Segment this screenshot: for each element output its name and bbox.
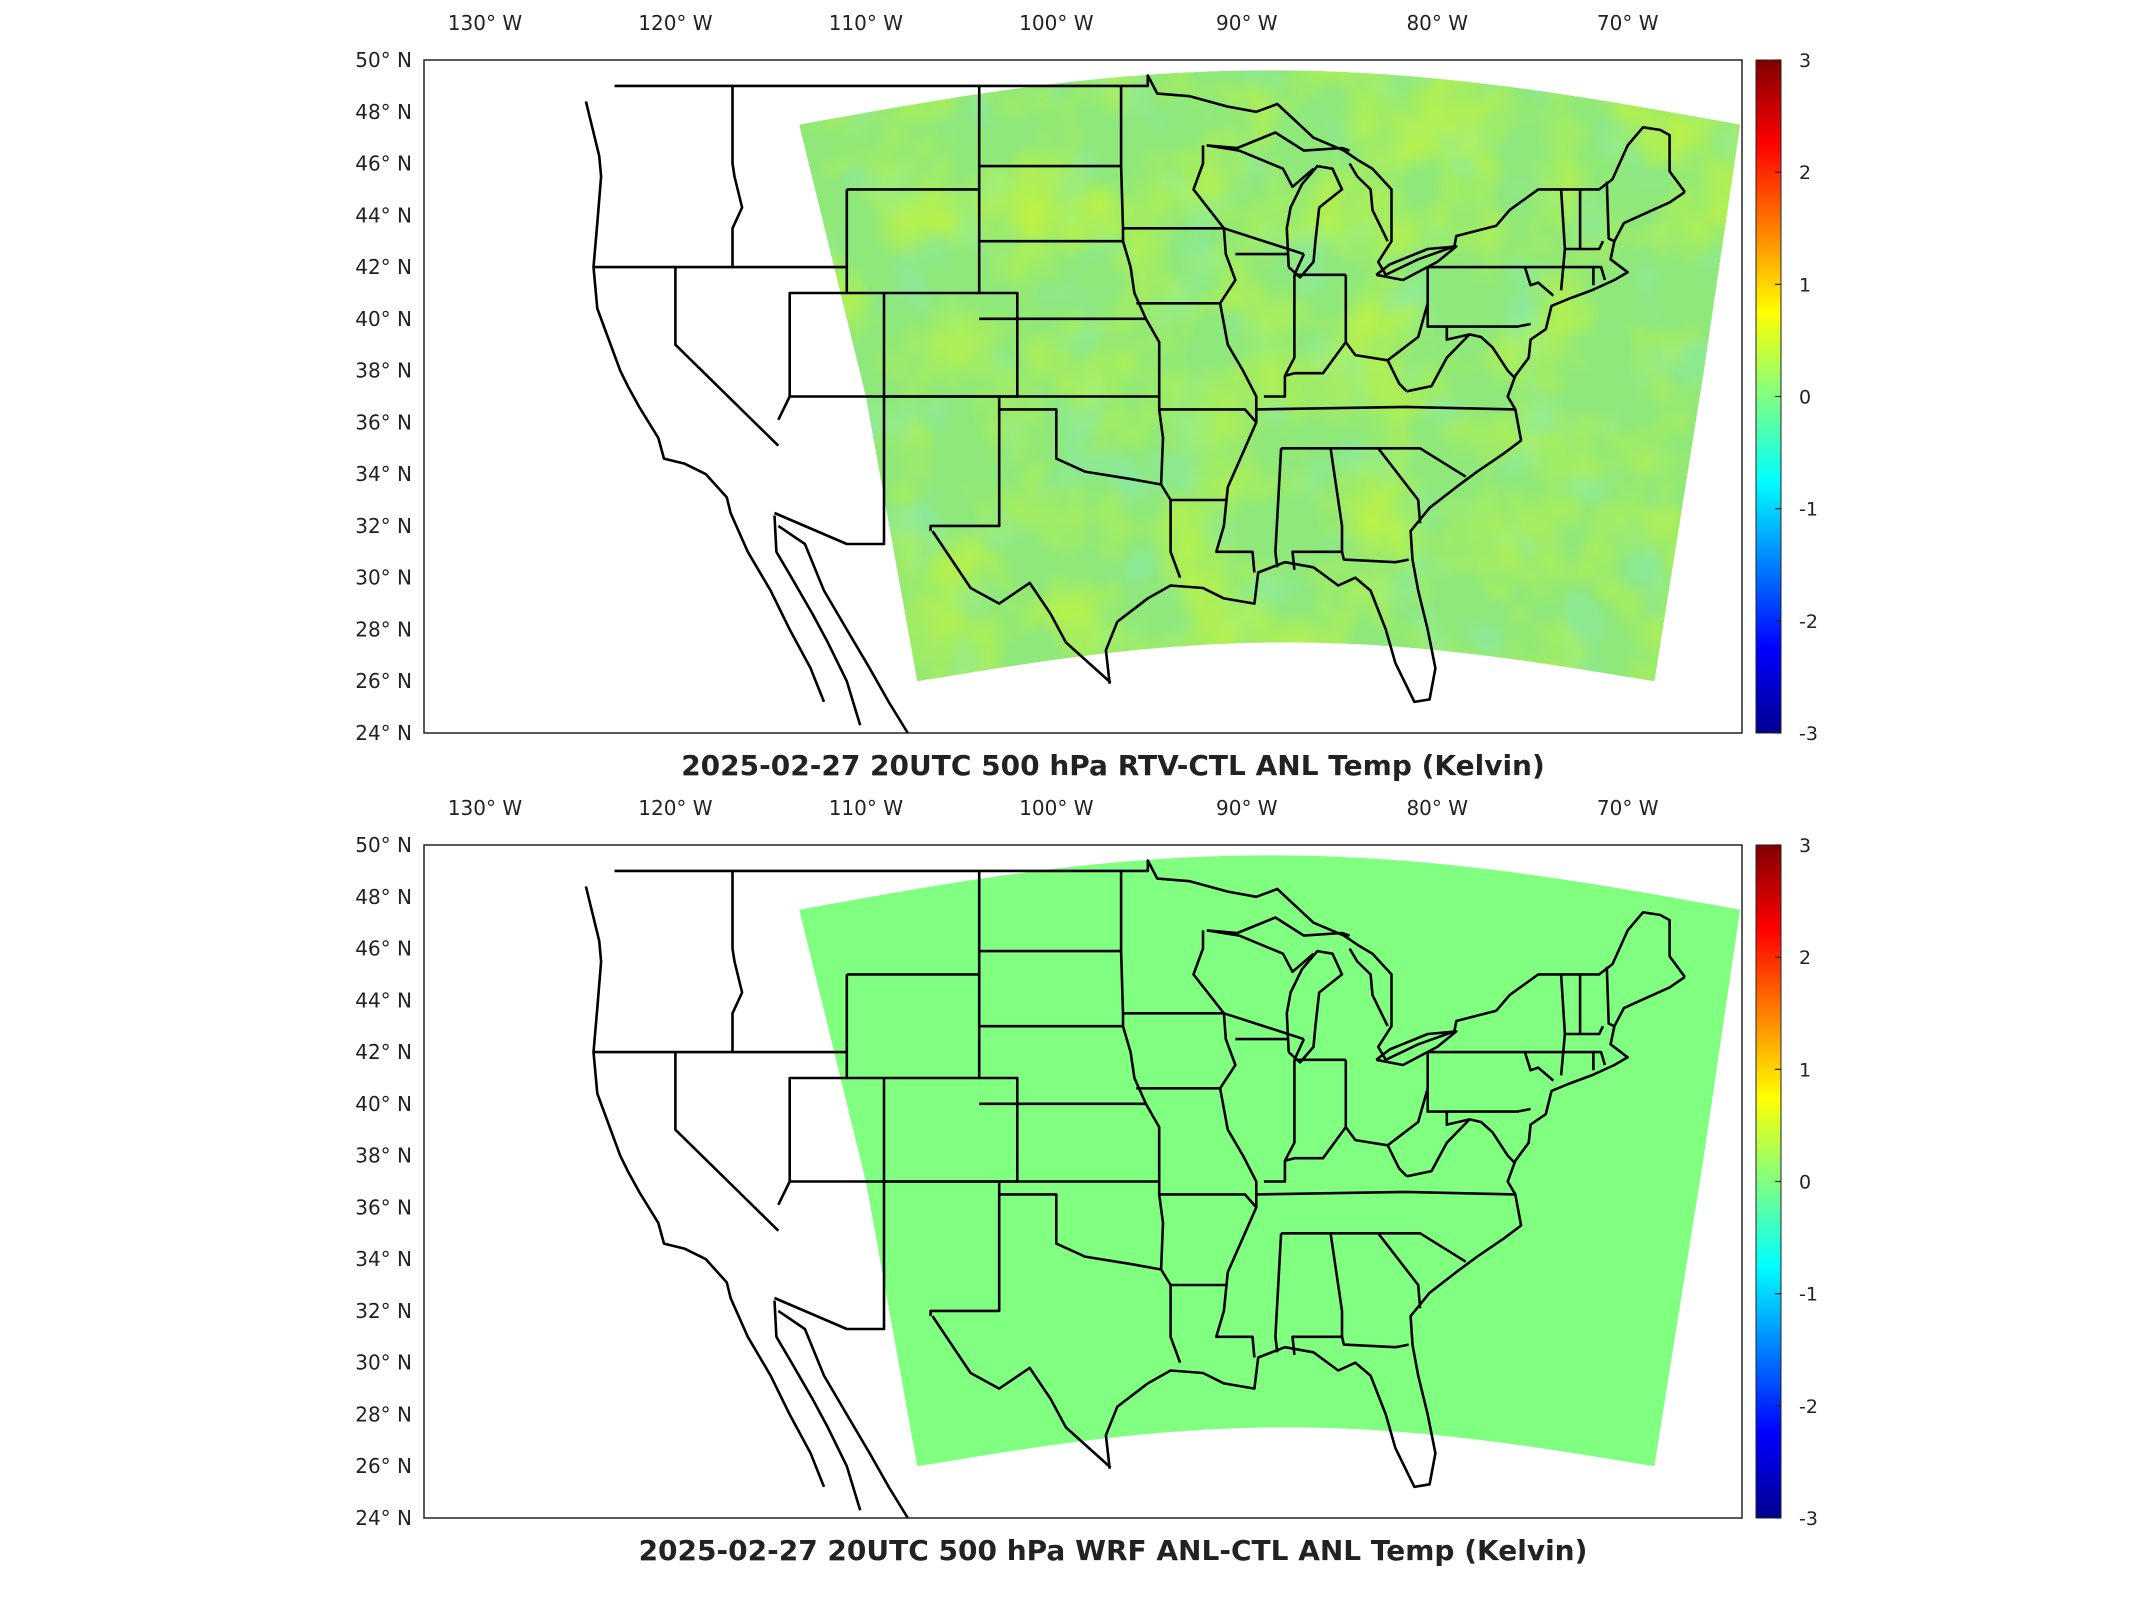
lat-tick-label: 30° N	[355, 566, 412, 590]
colorbar-tick-label: -2	[1799, 611, 1818, 633]
lat-tick-label: 24° N	[355, 721, 412, 745]
lat-tick-label: 34° N	[355, 1247, 412, 1271]
colorbar-tick-label: 3	[1799, 50, 1811, 72]
lat-tick-label: 40° N	[355, 307, 412, 331]
lat-tick-label: 28° N	[355, 617, 412, 641]
colorbar-tick-label: 1	[1799, 274, 1811, 296]
lon-tick-label: 100° W	[1019, 11, 1094, 35]
lat-tick-label: 44° N	[355, 988, 412, 1012]
map-panel-wrf-anl-ctl: 130° W 120° W 110° W 100° W 90° W 80° W 70° W 5…	[355, 796, 1818, 1567]
lon-tick-label: 100° W	[1019, 796, 1094, 820]
lat-tick-label: 30° N	[355, 1351, 412, 1375]
lon-tick-label: 130° W	[448, 11, 523, 35]
lat-tick-label: 46° N	[355, 937, 412, 961]
lat-tick-label: 28° N	[355, 1402, 412, 1426]
map-frame	[423, 59, 1743, 734]
lon-tick-label: 110° W	[829, 796, 904, 820]
lat-tick-label: 48° N	[355, 885, 412, 909]
cool-anomaly-shading	[799, 70, 1741, 682]
colorbar-tick-label: 2	[1799, 947, 1811, 969]
colorbar-tick-label: 0	[1799, 387, 1811, 409]
lat-tick-label: 36° N	[355, 410, 412, 434]
lat-tick-label: 48° N	[355, 100, 412, 124]
colorbar-tick-label: -3	[1799, 1508, 1818, 1530]
lat-tick-label: 32° N	[355, 1299, 412, 1323]
lat-tick-label: 36° N	[355, 1195, 412, 1219]
colorbar-tick-label: 2	[1799, 162, 1811, 184]
lat-tick-label: 40° N	[355, 1092, 412, 1116]
colorbar-tick-label: -2	[1799, 1396, 1818, 1418]
lat-tick-label: 38° N	[355, 359, 412, 383]
lat-tick-label: 38° N	[355, 1144, 412, 1168]
panel-title: 2025-02-27 20UTC 500 hPa RTV-CTL ANL Tem…	[681, 749, 1545, 782]
lon-tick-label: 120° W	[638, 796, 713, 820]
colorbar-tick-label: -1	[1799, 499, 1818, 521]
map-outlines	[584, 74, 1686, 734]
lon-tick-label: 90° W	[1216, 796, 1278, 820]
colorbar-tick-label: 1	[1799, 1059, 1811, 1081]
lat-tick-label: 32° N	[355, 514, 412, 538]
lat-tick-label: 44° N	[355, 203, 412, 227]
lon-tick-label: 80° W	[1406, 796, 1468, 820]
lat-tick-label: 42° N	[355, 1040, 412, 1064]
lon-tick-label: 80° W	[1406, 11, 1468, 35]
lon-tick-label: 130° W	[448, 796, 523, 820]
lat-tick-label: 46° N	[355, 152, 412, 176]
colorbar-tick-label: 0	[1799, 1172, 1811, 1194]
mexico-border	[931, 530, 1112, 684]
lat-tick-label: 24° N	[355, 1506, 412, 1530]
lon-tick-label: 70° W	[1597, 796, 1659, 820]
lon-tick-label: 90° W	[1216, 11, 1278, 35]
lat-tick-label: 26° N	[355, 1454, 412, 1478]
lat-tick-label: 42° N	[355, 255, 412, 279]
colorbar-tick-label: -3	[1799, 723, 1818, 745]
map-outlines	[584, 859, 1686, 1519]
lon-tick-label: 120° W	[638, 11, 713, 35]
lat-tick-label: 26° N	[355, 669, 412, 693]
colorbar-tick-label: -1	[1799, 1284, 1818, 1306]
mexico-border	[931, 1315, 1112, 1469]
panel-title: 2025-02-27 20UTC 500 hPa WRF ANL-CTL ANL…	[639, 1534, 1588, 1567]
lon-tick-label: 70° W	[1597, 11, 1659, 35]
lon-tick-label: 110° W	[829, 11, 904, 35]
lat-tick-label: 34° N	[355, 462, 412, 486]
map-frame	[423, 844, 1743, 1519]
lat-tick-label: 50° N	[355, 833, 412, 857]
map-panel-rtv-ctl: 130° W 120° W 110° W 100° W 90° W 80° W 70° W 5…	[355, 11, 1818, 782]
lat-tick-label: 50° N	[355, 48, 412, 72]
colorbar-tick-label: 3	[1799, 835, 1811, 857]
temperature-field	[799, 855, 1741, 1467]
